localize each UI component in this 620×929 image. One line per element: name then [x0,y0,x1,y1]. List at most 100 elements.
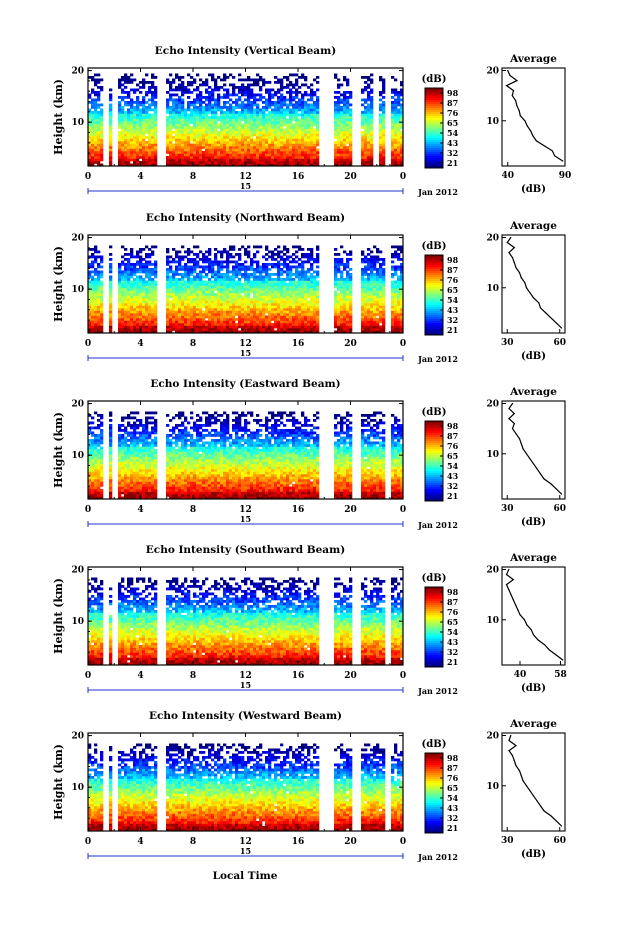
heatmap-cell [394,153,398,157]
heatmap-cell [343,126,347,129]
heatmap-cell [226,88,230,92]
heatmap-cell [343,106,347,109]
heatmap-cell [274,323,278,326]
heatmap-cell [268,325,272,329]
heatmap-cell [121,141,125,144]
heatmap-cell [379,91,383,94]
heatmap-cell [286,278,290,281]
heatmap-cell [337,121,341,124]
heatmap-cell [175,128,179,132]
heatmap-cell [142,141,146,144]
heatmap-cell [313,303,317,306]
heatmap-cell [178,143,182,147]
heatmap-cell [121,280,125,284]
heatmap-cell [247,156,251,159]
heatmap-cell [178,255,182,259]
heatmap-cell [124,146,128,149]
heatmap-cell [205,328,209,331]
heatmap-cell [118,290,122,294]
heatmap-cell [145,320,149,324]
heatmap-cell [262,288,266,291]
heatmap-cell [286,255,290,259]
heatmap-cell [271,300,275,304]
heatmap-cell [310,293,314,296]
heatmap-cell [193,260,197,264]
heatmap-cell [154,101,158,104]
heatmap-cell [100,86,104,89]
heatmap-cell [196,288,200,291]
heatmap-cell [277,128,281,132]
heatmap-cell [166,283,170,286]
heatmap-cell [151,141,155,144]
heatmap-cell [253,313,257,316]
heatmap-cell [271,158,275,162]
heatmap-cell [217,101,221,104]
heatmap-cell [235,163,239,167]
heatmap-cell [199,308,203,311]
heatmap-cell [334,116,338,119]
heatmap-cell [250,280,254,284]
heatmap-cell [382,133,386,137]
heatmap-cell [286,293,290,296]
heatmap-cell [118,113,122,117]
heatmap-cell [271,265,275,269]
heatmap-cell [199,285,203,289]
heatmap-cell [91,148,95,152]
heatmap-cell [361,91,365,94]
heatmap-cell [139,146,143,149]
heatmap-cell [247,268,251,271]
heatmap-cell [346,163,350,167]
heatmap-cell [121,255,125,259]
heatmap-cell [94,123,98,127]
heatmap-cell [238,315,242,319]
heatmap-cell [136,161,140,164]
heatmap-cell [367,131,371,134]
heatmap-cell [127,101,131,104]
heatmap-cell [289,88,293,92]
heatmap-cell [184,310,188,314]
heatmap-cell [394,91,398,94]
heatmap-cell [391,113,395,117]
heatmap-cell [247,278,251,281]
heatmap-cell [274,91,278,94]
heatmap-cell [100,315,104,319]
heatmap-cell [199,328,203,331]
heatmap-cell [181,288,185,291]
heatmap-cell [307,121,311,124]
heatmap-cell [337,151,341,154]
heatmap-cell [211,113,215,117]
heatmap-cell [238,313,242,316]
heatmap-cell [94,310,98,314]
heatmap-cell [298,325,302,329]
heatmap-cell [118,143,122,147]
heatmap-cell [268,81,272,84]
heatmap-cell [175,303,179,306]
heatmap-cell [166,106,170,109]
heatmap-cell [217,290,221,294]
heatmap-cell [301,108,305,112]
heatmap-cell [370,113,374,117]
heatmap-cell [205,88,209,92]
heatmap-cell [361,118,365,122]
heatmap-cell [214,133,218,137]
heatmap-cell [91,305,95,309]
heatmap-cell [196,315,200,319]
heatmap-cell [220,136,224,139]
heatmap-cell [316,133,320,137]
heatmap-cell [232,161,236,164]
heatmap-cell [343,268,347,271]
heatmap-cell [217,298,221,301]
heatmap-cell [316,98,320,102]
heatmap-cell [187,116,191,119]
heatmap-cell [181,320,185,324]
heatmap-cell [166,298,170,301]
heatmap-cell [151,96,155,99]
heatmap-cell [139,275,143,279]
heatmap-cell [367,98,371,102]
heatmap-cell [235,300,239,304]
heatmap-cell [298,283,302,286]
heatmap-cell [232,83,236,87]
heatmap-cell [136,328,140,331]
heatmap-cell [193,113,197,117]
heatmap-cell [379,126,383,129]
